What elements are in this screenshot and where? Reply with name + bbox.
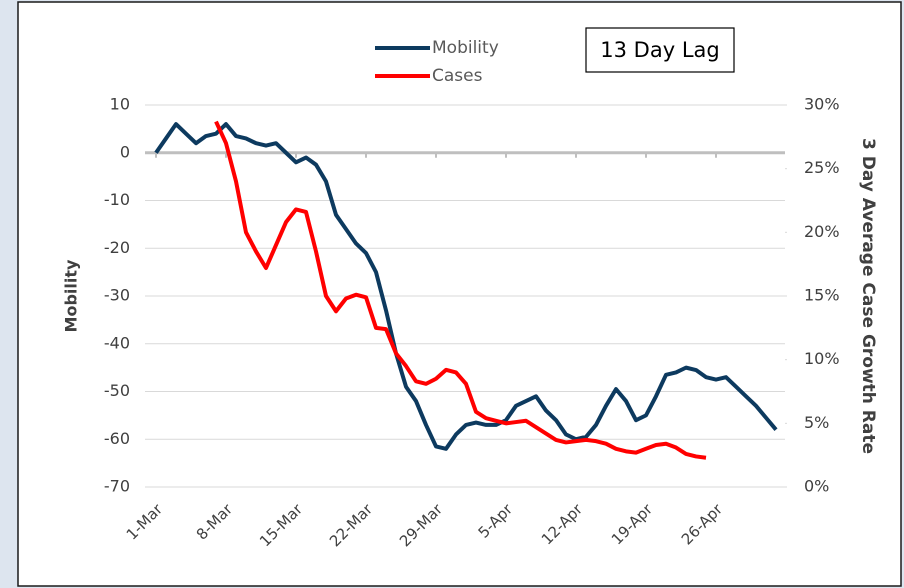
y2-tick-label: 25% [804,158,840,177]
series-line [154,122,778,451]
y-tick-label: -70 [104,477,130,496]
y2-tick-label: 5% [804,413,829,432]
y2-tick-label: 20% [804,222,840,241]
y-axis-label: Mobility [62,259,81,332]
y-tick-label: -10 [104,190,130,209]
annotation: 13 Day Lag [600,38,719,62]
y-tick-label: 10 [110,95,130,114]
annotation-box [585,27,735,73]
y2-axis-label: 3 Day Average Case Growth Rate [858,138,878,454]
y2-tick-label: 30% [804,95,840,114]
chart-panel [17,1,902,587]
legend-label: Cases [432,66,483,86]
y-tick-label: 0 [120,142,130,161]
y-tick-label: -50 [104,381,130,400]
y2-tick-label: 15% [804,286,840,305]
legend-label: Mobility [432,38,499,58]
y2-tick-label: 10% [804,349,840,368]
series-line [214,120,707,460]
y-tick-label: -30 [104,286,130,305]
y-tick-label: -20 [104,238,130,257]
y2-tick-label: 0% [804,477,829,496]
y-tick-label: -60 [104,429,130,448]
y-tick-label: -40 [104,333,130,352]
